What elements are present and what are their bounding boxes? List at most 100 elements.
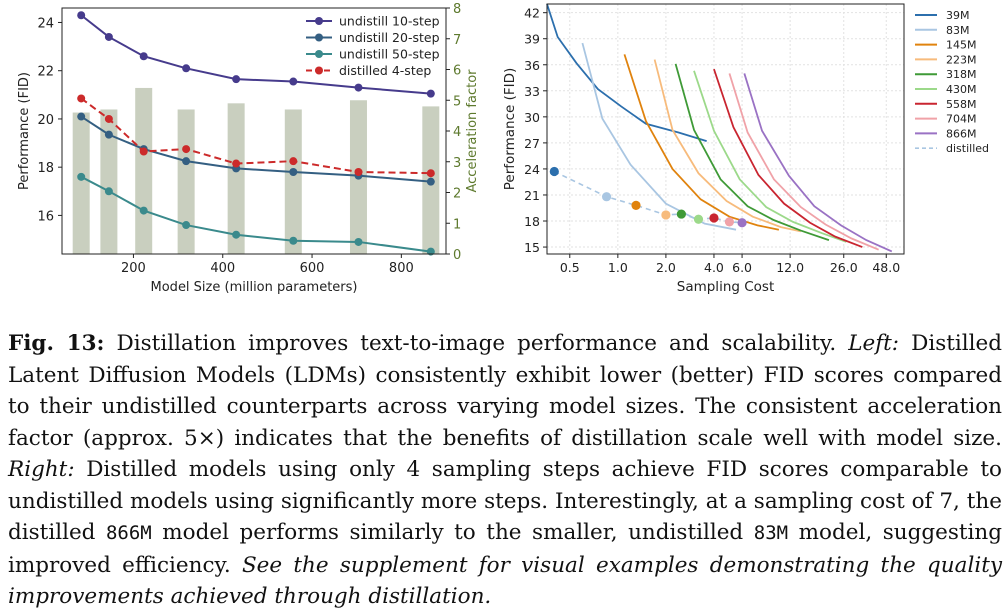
series-point-3 (139, 147, 148, 156)
figure: 200 400 600 800 16 18 20 22 24 0 1 2 3 4 5 6 7 8 Model Siz… (17, 2, 989, 295)
series-point-0 (104, 32, 113, 41)
left-chart: 200 400 600 800 16 18 20 22 24 0 1 2 3 4 5 6 7 8 Model Siz… (17, 2, 480, 295)
x-tick-label: 4.0 (704, 260, 724, 275)
y-tick-label: 20 (37, 113, 54, 128)
model-curve-39M (546, 3, 707, 143)
y-tick-label: 22 (37, 65, 54, 80)
model-curve-318M (674, 63, 830, 241)
y-tick-label: 18 (524, 214, 540, 229)
legend-marker (315, 66, 323, 75)
series-point-1 (289, 168, 298, 176)
series-point-2 (182, 221, 191, 230)
distilled-point (676, 209, 686, 219)
y-tick-label: 42 (524, 6, 540, 21)
caption-model-866m: 866M (105, 522, 152, 544)
acceleration-bar (227, 103, 245, 254)
y-axis-label: Performance (FID) (502, 68, 518, 191)
series-line-1 (80, 115, 431, 183)
caption-italic-end: See the supplement for visual examples d… (8, 552, 1002, 610)
series-point-1 (77, 112, 86, 121)
x-tick-label: 12.0 (776, 260, 804, 275)
x-axis-label: Sampling Cost (677, 279, 775, 295)
x-axis-label: Model Size (million parameters) (151, 280, 358, 295)
legend-marker (315, 33, 323, 42)
legend-label: undistill 10-step (339, 14, 440, 29)
series-point-0 (289, 77, 298, 86)
y2-tick-label: 7 (453, 33, 461, 48)
y-tick-label: 33 (524, 84, 540, 99)
y2-tick-label: 2 (453, 187, 461, 202)
figure-caption: Fig. 13: Distillation improves text-to-i… (8, 328, 1002, 613)
series-point-1 (182, 157, 191, 166)
series-point-2 (289, 236, 298, 245)
y-tick-label: 24 (37, 16, 54, 31)
caption-left-label: Left: (848, 331, 900, 356)
caption-text-2: Distilled Latent Diffusion Models (LDMs)… (8, 331, 1002, 451)
caption-text-5: model, suggesting improved efficiency. (8, 520, 1002, 578)
legend-label: 558M (946, 98, 977, 111)
y-axis-label: Performance (FID) (17, 72, 32, 190)
legend-label: undistill 20-step (339, 30, 440, 45)
legend-label: distilled 4-step (339, 63, 431, 78)
acceleration-bar (284, 109, 302, 254)
series-point-1 (426, 177, 435, 186)
model-curve-430M (693, 70, 847, 243)
legend-label: distilled (946, 142, 989, 155)
y2-tick-label: 3 (453, 156, 461, 171)
caption-text-1: Distillation improves text-to-image perf… (104, 331, 849, 356)
y2-tick-label: 1 (453, 217, 461, 232)
x-tick-label: 2.0 (656, 260, 676, 275)
caption-text-4: model performs similarly to the smaller,… (151, 520, 754, 545)
series-point-2 (139, 206, 148, 215)
x-tick-label: 26.0 (830, 260, 858, 275)
series-point-3 (426, 169, 435, 178)
legend-label: 704M (946, 113, 977, 126)
legend-marker (315, 17, 323, 25)
series-line-2 (80, 175, 431, 253)
x-tick-label: 400 (210, 261, 235, 276)
acceleration-bar (135, 87, 153, 254)
series-point-0 (139, 52, 148, 61)
series-point-3 (289, 157, 298, 166)
series-point-0 (182, 64, 191, 73)
y-tick-label: 36 (524, 58, 540, 73)
x-tick-label: 1.0 (608, 260, 628, 275)
y-tick-label: 21 (524, 188, 540, 203)
series-line-0 (80, 14, 431, 95)
model-curve-704M (728, 73, 879, 251)
x-tick-label: 800 (389, 261, 414, 276)
model-curve-223M (653, 59, 802, 233)
caption-label: Fig. 13: (8, 331, 105, 356)
caption-text-3: Distilled models using only 4 sampling s… (8, 457, 1002, 545)
legend-label: 145M (946, 39, 977, 52)
series-point-2 (354, 237, 363, 246)
x-tick-label: 600 (300, 261, 325, 276)
legend-label: undistill 50-step (339, 47, 440, 62)
y-tick-label: 30 (524, 110, 540, 125)
legend-marker (315, 50, 323, 58)
y-tick-label: 15 (524, 240, 540, 255)
series-point-0 (232, 75, 241, 84)
model-curve-145M (623, 54, 780, 231)
legend-label: 430M (946, 83, 977, 96)
y-tick-label: 24 (524, 162, 540, 177)
series-point-1 (104, 130, 113, 139)
legend-label: 318M (946, 68, 977, 81)
distilled-point (724, 217, 735, 227)
series-point-0 (426, 89, 435, 98)
x-tick-label: 0.5 (560, 260, 580, 275)
caption-right-label: Right: (8, 457, 75, 482)
acceleration-bar (100, 109, 118, 254)
legend-label: 83M (946, 24, 970, 37)
distilled-point (737, 218, 747, 228)
y-tick-label: 16 (37, 209, 54, 224)
x-tick-label: 48.0 (872, 260, 900, 275)
legend-label: 223M (946, 53, 977, 66)
y2-axis-label: Acceleration factor (465, 69, 480, 193)
series-point-0 (354, 83, 363, 92)
series-point-3 (232, 159, 241, 168)
right-plot-frame (546, 3, 905, 255)
acceleration-bar (177, 109, 195, 254)
series-line-3 (80, 97, 431, 175)
series-point-3 (182, 145, 191, 154)
